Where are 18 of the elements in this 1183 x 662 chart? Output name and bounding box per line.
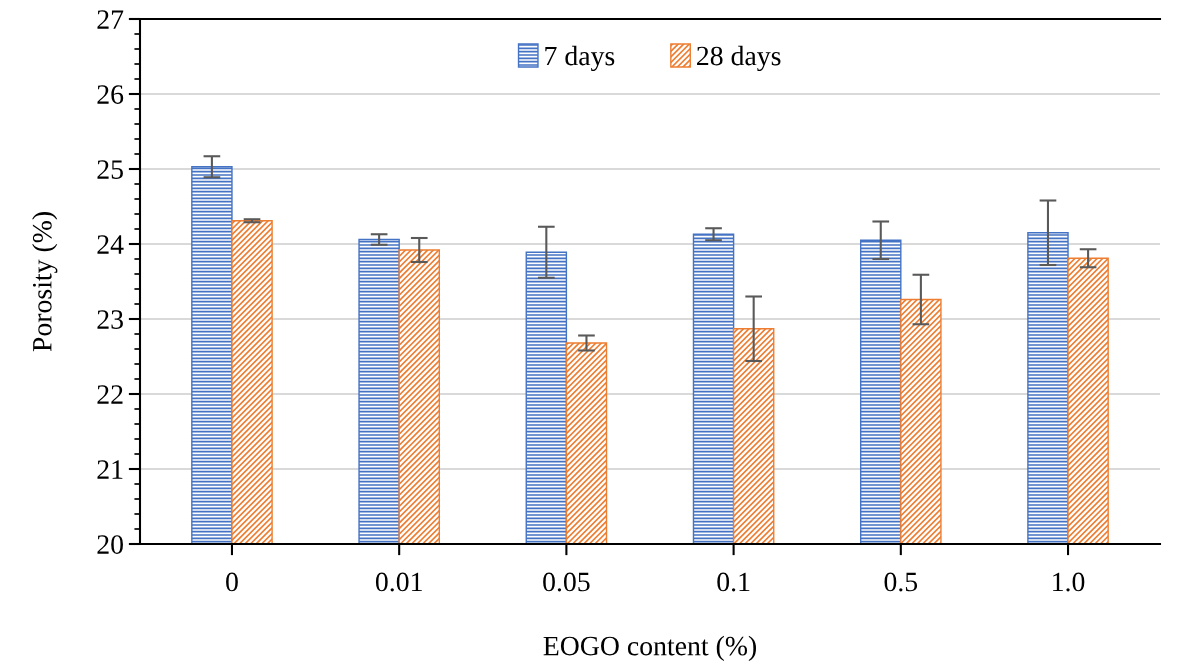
- legend-label: 7 days: [545, 45, 615, 72]
- x-tick-label: 1.0: [1053, 572, 1085, 592]
- x-tick-label: 0.05: [543, 572, 590, 592]
- x-tick-label: 0.5: [884, 572, 918, 592]
- y-tick-label: 26: [97, 85, 124, 104]
- y-tick-label: 20: [97, 535, 123, 554]
- y-tick-label: 27: [97, 10, 124, 29]
- y-axis-title: Porosity (%): [32, 212, 58, 352]
- legend-label: 28 days: [697, 45, 781, 72]
- y-tick-label: 24: [97, 235, 124, 254]
- x-tick-label: 0.1: [717, 572, 750, 592]
- x-axis-title: EOGO content (%): [543, 635, 756, 662]
- y-tick-label: 23: [97, 310, 123, 329]
- x-tick-label: 0: [226, 572, 238, 592]
- y-tick-label: 25: [97, 160, 123, 179]
- x-tick-label: 0.01: [375, 572, 422, 592]
- y-tick-label: 22: [97, 385, 123, 404]
- y-tick-label: 21: [97, 460, 123, 479]
